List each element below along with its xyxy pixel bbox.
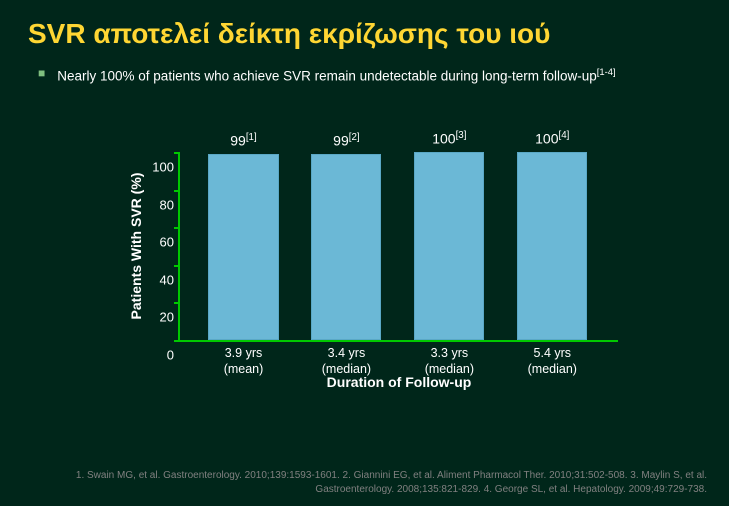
bullet-item: ■ Nearly 100% of patients who achieve SV… — [0, 58, 729, 92]
bars-container: 99[1] 99[2] 100[3] 100[4] — [180, 152, 618, 340]
y-tick-label: 20 — [144, 310, 174, 325]
y-tick-label: 80 — [144, 197, 174, 212]
bar-value-label: 99[2] — [333, 132, 359, 149]
bullet-sup: [1-4] — [597, 67, 616, 78]
x-tick-label: 3.4 yrs(median) — [322, 346, 371, 377]
y-tick-mark — [174, 302, 180, 304]
bar-value-label: 99[1] — [230, 132, 256, 149]
bar-value-label: 100[3] — [432, 130, 466, 147]
x-tick-label: 3.3 yrs(median) — [425, 346, 474, 377]
y-tick-mark — [174, 152, 180, 154]
bar: 99[1] — [208, 154, 278, 340]
svr-bar-chart: Patients With SVR (%) Duration of Follow… — [126, 118, 626, 398]
y-axis-label: Patients With SVR (%) — [128, 173, 144, 320]
page-title: SVR αποτελεί δείκτη εκρίζωσης του ιού — [0, 0, 729, 58]
bar: 99[2] — [311, 154, 381, 340]
bar-value-label: 100[4] — [535, 130, 569, 147]
x-tick-label: 3.9 yrs(mean) — [224, 346, 264, 377]
plot-area: Patients With SVR (%) Duration of Follow… — [178, 152, 618, 342]
ref-line-1: 1. Swain MG, et al. Gastroenterology. 20… — [22, 469, 707, 483]
x-tick-label: 5.4 yrs(median) — [528, 346, 577, 377]
ref-line-2: Gastroenterology. 2008;135:821-829. 4. G… — [22, 483, 707, 497]
bullet-main: Nearly 100% of patients who achieve SVR … — [57, 69, 597, 84]
y-tick-mark — [174, 340, 180, 342]
y-tick-label: 40 — [144, 272, 174, 287]
y-tick-label: 60 — [144, 235, 174, 250]
bullet-marker: ■ — [38, 64, 45, 82]
bar: 100[4] — [517, 152, 587, 340]
bar: 100[3] — [414, 152, 484, 340]
y-tick-mark — [174, 190, 180, 192]
y-tick-label: 100 — [144, 160, 174, 175]
bullet-text: Nearly 100% of patients who achieve SVR … — [57, 64, 615, 86]
y-tick-label: 0 — [144, 348, 174, 363]
references: 1. Swain MG, et al. Gastroenterology. 20… — [0, 469, 729, 496]
y-tick-mark — [174, 227, 180, 229]
y-tick-mark — [174, 265, 180, 267]
